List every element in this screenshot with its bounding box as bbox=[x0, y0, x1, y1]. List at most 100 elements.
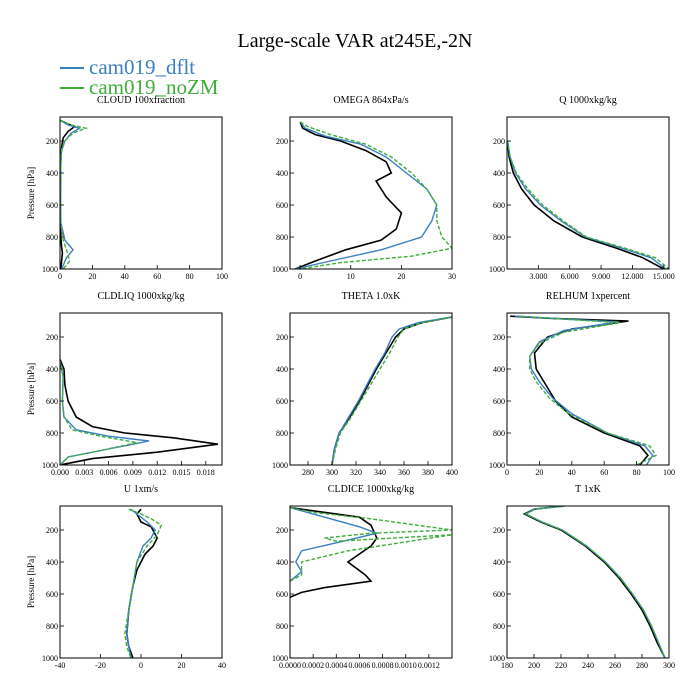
series-line-1 bbox=[507, 140, 667, 269]
panel-title: T 1xK bbox=[575, 484, 601, 495]
legend-label-dflt: cam019_dflt bbox=[89, 55, 195, 79]
x-tick-label: 20 bbox=[178, 661, 186, 670]
plot-frame bbox=[289, 312, 453, 466]
x-tick-label: 0.0000 bbox=[279, 661, 301, 670]
x-tick-label: 200 bbox=[528, 661, 540, 670]
y-tick-label: 200 bbox=[493, 333, 505, 342]
y-tick-label: 600 bbox=[46, 201, 58, 210]
y-tick-label: 1000 bbox=[489, 461, 505, 470]
series-line-2 bbox=[60, 360, 138, 465]
series-line-2 bbox=[331, 316, 452, 465]
y-tick-label: 400 bbox=[46, 558, 58, 567]
series-line-0 bbox=[60, 359, 219, 465]
series-line-2 bbox=[524, 506, 666, 658]
series-line-1 bbox=[524, 506, 666, 658]
panel-title: CLDICE 1000xkg/kg bbox=[328, 484, 414, 495]
panel-t: T 1xK 180 200 220 240 260 280 300 200 400 600 800 10… bbox=[489, 484, 675, 670]
x-tick-label: 100 bbox=[216, 272, 228, 281]
panel-title: RELHUM 1xpercent bbox=[546, 291, 630, 302]
panel-cldliq: CLDLIQ 1000xkg/kg Pressure [hPa] 0.000 0.00… bbox=[26, 291, 223, 477]
plot-frame bbox=[59, 312, 223, 466]
x-tick-label: -20 bbox=[95, 661, 106, 670]
panel-title: CLDLIQ 1000xkg/kg bbox=[98, 291, 185, 302]
x-tick-label: 260 bbox=[609, 661, 621, 670]
x-tick-label: 9.000 bbox=[592, 272, 610, 281]
series-line-1 bbox=[290, 506, 380, 582]
panel-title: OMEGA 864xPa/s bbox=[333, 95, 408, 106]
y-tick-label: 800 bbox=[46, 429, 58, 438]
x-tick-label: 400 bbox=[446, 468, 458, 477]
y-tick-label: 400 bbox=[493, 558, 505, 567]
x-tick-label: 0 bbox=[505, 468, 509, 477]
y-tick-label: 200 bbox=[276, 526, 288, 535]
y-tick-label: 600 bbox=[276, 590, 288, 599]
panel-relhum: RELHUM 1xpercent 0 20 40 60 80 100 200 400 600 800… bbox=[489, 291, 675, 477]
y-tick-label: 1000 bbox=[42, 265, 58, 274]
y-tick-label: 200 bbox=[276, 333, 288, 342]
y-tick-label: 400 bbox=[276, 169, 288, 178]
series-line-1 bbox=[60, 119, 82, 269]
y-tick-label: 600 bbox=[46, 590, 58, 599]
y-tick-label: 400 bbox=[493, 365, 505, 374]
x-tick-label: 0.003 bbox=[75, 468, 93, 477]
x-tick-label: 80 bbox=[633, 468, 641, 477]
plot-frame bbox=[506, 116, 670, 270]
x-tick-label: 80 bbox=[186, 272, 194, 281]
panel-title: CLOUD 100xfraction bbox=[97, 95, 185, 106]
y-tick-label: 400 bbox=[276, 365, 288, 374]
x-tick-label: 220 bbox=[555, 661, 567, 670]
y-tick-label: 400 bbox=[46, 169, 58, 178]
figure-title: Large-scale VAR at245E,-2N bbox=[238, 30, 473, 52]
y-axis-label: Pressure [hPa] bbox=[26, 167, 36, 219]
y-tick-label: 200 bbox=[276, 137, 288, 146]
plot-frame bbox=[289, 116, 453, 270]
plot-frame bbox=[59, 505, 223, 659]
series-line-0 bbox=[60, 119, 77, 269]
x-tick-label: -40 bbox=[55, 661, 66, 670]
y-tick-label: 200 bbox=[46, 333, 58, 342]
plot-frame bbox=[506, 312, 670, 466]
x-tick-label: 0.0004 bbox=[325, 661, 347, 670]
series-line-0 bbox=[507, 140, 665, 269]
series-line-2 bbox=[60, 119, 89, 269]
legend-label-noZM: cam019_noZM bbox=[89, 75, 219, 99]
panel-cldice: CLDICE 1000xkg/kg0.0000 0.0002 0.0004 0.000… bbox=[272, 484, 453, 670]
x-tick-label: 0.009 bbox=[124, 468, 142, 477]
y-tick-label: 1000 bbox=[42, 461, 58, 470]
y-tick-label: 800 bbox=[493, 429, 505, 438]
panel-title: THETA 1.0xK bbox=[342, 291, 401, 302]
series-line-0 bbox=[331, 316, 452, 465]
series-line-0 bbox=[294, 121, 403, 269]
y-tick-label: 600 bbox=[493, 590, 505, 599]
x-tick-label: 0.0012 bbox=[418, 661, 440, 670]
x-tick-label: 0.018 bbox=[197, 468, 215, 477]
y-tick-label: 800 bbox=[276, 233, 288, 242]
y-tick-label: 800 bbox=[493, 233, 505, 242]
series-line-0 bbox=[510, 315, 649, 465]
panel-q: Q 1000xkg/kg 3.000 6.000 9.000 12.000 15.000 2… bbox=[489, 95, 675, 281]
x-tick-label: 100 bbox=[663, 468, 675, 477]
y-tick-label: 1000 bbox=[489, 654, 505, 663]
y-tick-label: 1000 bbox=[272, 654, 288, 663]
panel-omega: OMEGA 864xPa/s 0 10 20 30 200 400 600 800 1000 bbox=[272, 95, 456, 281]
series-line-1 bbox=[515, 315, 654, 465]
series-line-0 bbox=[125, 508, 159, 658]
panel-cloud: CLOUD 100xfraction Pressure [hPa] 0 20 40 60 8… bbox=[26, 95, 228, 281]
x-tick-label: 0.000 bbox=[51, 468, 69, 477]
x-tick-label: 180 bbox=[501, 661, 513, 670]
x-tick-label: 0.006 bbox=[100, 468, 118, 477]
x-tick-label: 300 bbox=[663, 661, 675, 670]
x-tick-label: 280 bbox=[302, 468, 314, 477]
x-tick-label: 0 bbox=[58, 272, 62, 281]
y-tick-label: 600 bbox=[493, 397, 505, 406]
x-tick-label: 20 bbox=[397, 272, 405, 281]
x-tick-label: 6.000 bbox=[561, 272, 579, 281]
series-line-2 bbox=[124, 508, 163, 658]
y-tick-label: 1000 bbox=[489, 265, 505, 274]
x-tick-label: 0.0002 bbox=[302, 661, 324, 670]
y-tick-label: 200 bbox=[493, 526, 505, 535]
x-tick-label: 10 bbox=[347, 272, 355, 281]
y-tick-label: 800 bbox=[46, 622, 58, 631]
series-line-2 bbox=[507, 140, 669, 269]
y-tick-label: 1000 bbox=[42, 654, 58, 663]
